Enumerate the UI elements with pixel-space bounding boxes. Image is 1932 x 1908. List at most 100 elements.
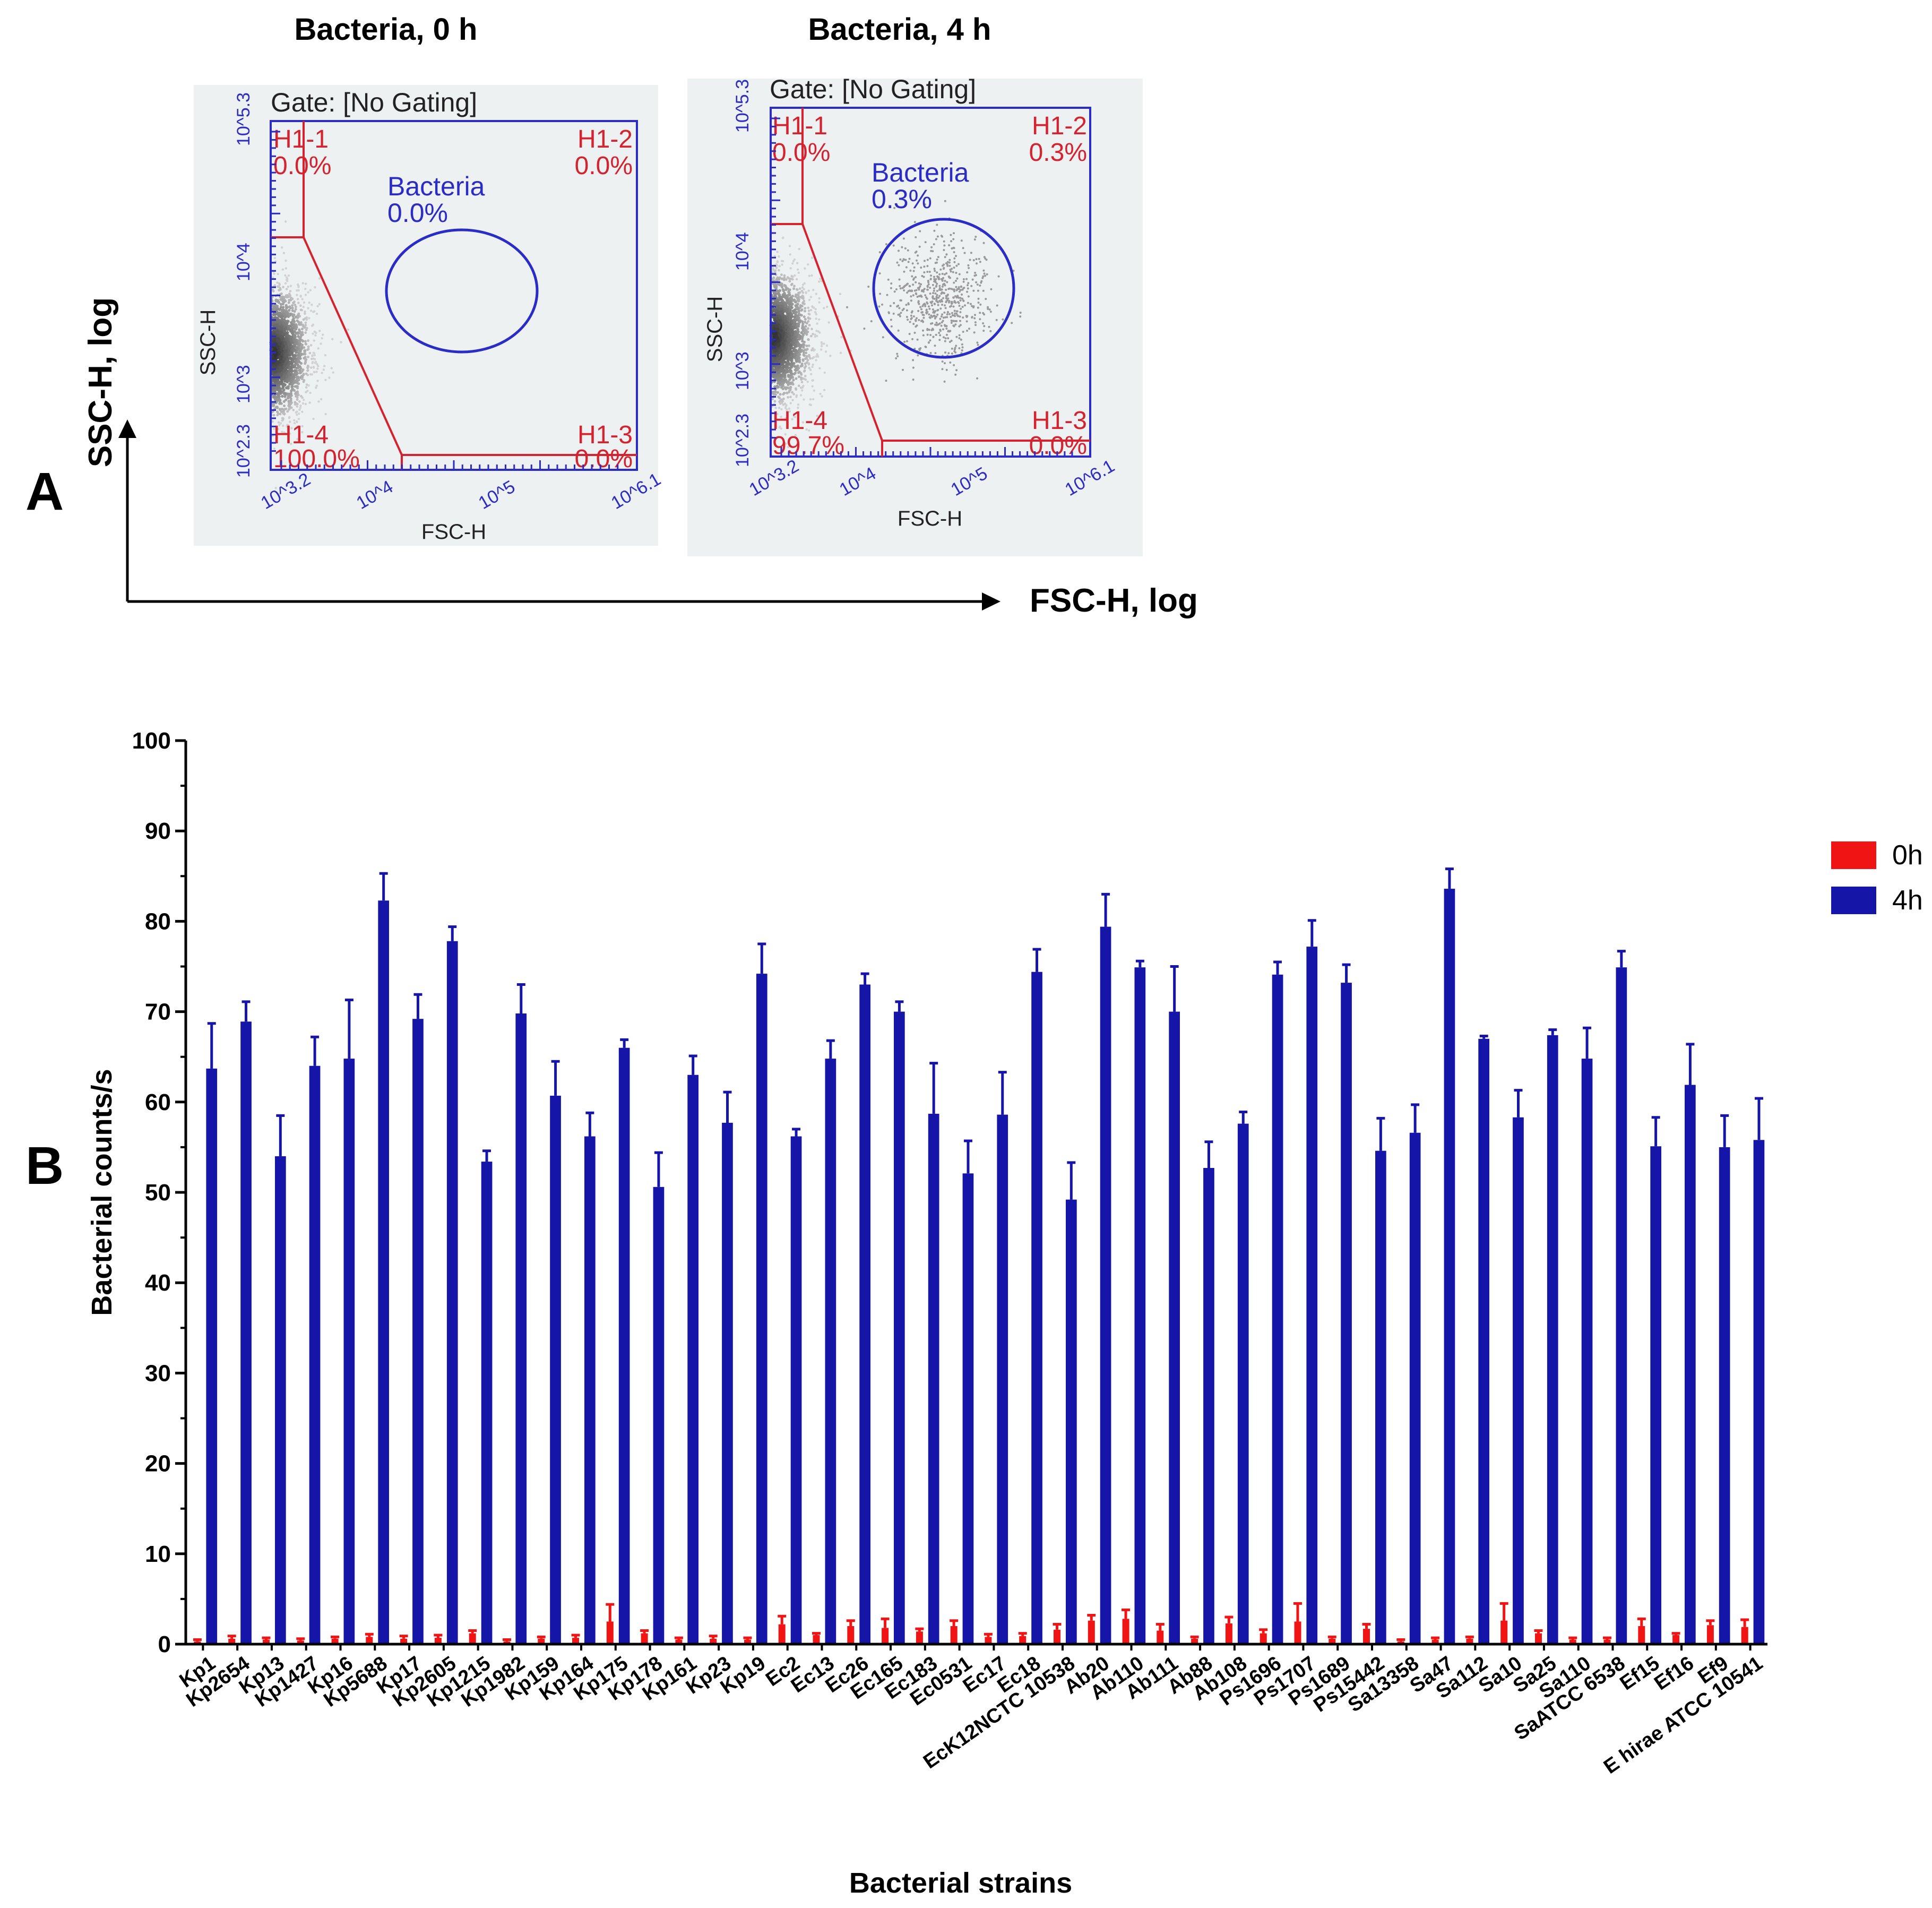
bar-4h (1513, 1117, 1524, 1644)
density-event (301, 431, 304, 434)
density-event (791, 391, 794, 394)
bacteria-event (950, 270, 952, 273)
bacteria-event (936, 309, 939, 312)
bacteria-event (956, 288, 959, 290)
density-event (297, 283, 299, 286)
density-event (303, 399, 305, 401)
bacteria-event (908, 289, 911, 292)
bacteria-event (918, 286, 921, 289)
density-event (293, 325, 296, 329)
density-event (298, 328, 301, 331)
density-event (774, 269, 777, 272)
bacteria-event (962, 331, 964, 333)
density-event (305, 372, 308, 375)
density-event (810, 274, 813, 277)
bacteria-event (933, 287, 936, 290)
density-event (818, 301, 821, 304)
bacteria-event (887, 278, 890, 281)
bacteria-event (935, 299, 937, 302)
bacteria-event (889, 305, 892, 307)
density-event (773, 368, 777, 372)
density-event (793, 285, 796, 288)
y-axis-title: Bacterial counts/s (86, 1069, 118, 1316)
bar-4h (1719, 1147, 1730, 1644)
bacteria-event (951, 268, 953, 270)
bacteria-event (945, 253, 948, 256)
bacteria-event (934, 270, 936, 272)
bacteria-event (946, 294, 949, 296)
density-event (298, 340, 301, 343)
density-event (793, 258, 796, 261)
density-event (296, 289, 298, 292)
density-event (298, 371, 302, 375)
density-event (316, 367, 319, 370)
density-event (800, 337, 804, 340)
density-event (282, 400, 286, 403)
density-event (815, 359, 817, 362)
bacteria-event (959, 324, 962, 326)
density-event (317, 400, 320, 403)
bacteria-event (956, 314, 959, 316)
density-event (306, 390, 309, 392)
density-event (316, 305, 319, 307)
bacteria-event (903, 285, 905, 288)
bacteria-event (996, 304, 998, 307)
density-event (287, 424, 290, 427)
bacteria-event (928, 329, 930, 331)
density-event (808, 403, 811, 406)
density-event (301, 425, 304, 428)
bacteria-event (955, 272, 958, 274)
bacteria-event (934, 315, 937, 318)
bacteria-event (921, 313, 924, 316)
bacteria-event (986, 273, 988, 276)
density-event (791, 299, 795, 302)
density-event (818, 280, 821, 283)
density-event (307, 365, 310, 368)
legend-label-0h: 0h (1892, 840, 1923, 871)
density-event (778, 255, 780, 258)
bacteria-event (935, 238, 937, 240)
density-event (301, 410, 304, 413)
bar-0h (1741, 1627, 1748, 1644)
density-event (839, 293, 842, 295)
bacteria-event (901, 287, 904, 289)
bacteria-event (929, 316, 932, 319)
bacteria-event (955, 369, 958, 372)
density-event (797, 375, 800, 379)
density-event (316, 380, 319, 382)
density-event (806, 381, 809, 383)
bacteria-event (948, 300, 951, 302)
density-event (273, 284, 277, 287)
bacteria-event (910, 299, 912, 302)
bacteria-event (944, 340, 946, 342)
bacteria-event (931, 300, 934, 303)
bar-0h (1535, 1633, 1542, 1644)
density-event (781, 295, 785, 298)
density-event (793, 343, 797, 347)
legend-swatch-4h (1831, 887, 1876, 914)
bacteria-event (931, 304, 933, 307)
bacteria-event (958, 325, 961, 328)
density-event (282, 332, 286, 336)
density-event (290, 427, 293, 429)
density-event (778, 315, 782, 319)
bacteria-event (890, 282, 893, 285)
bar-4h (1169, 1011, 1180, 1644)
density-event (812, 332, 814, 336)
bacteria-event (936, 271, 938, 274)
bacteria-event (944, 256, 946, 259)
bacteria-event-cloud (846, 200, 1022, 383)
bacteria-event (846, 306, 848, 308)
bacteria-gate-name: Bacteria (872, 158, 969, 187)
bacteria-event (964, 304, 966, 307)
density-event (291, 304, 294, 307)
density-event (776, 276, 779, 279)
y-axis-name: SSC-H (703, 296, 727, 362)
density-event (287, 327, 291, 331)
density-event (812, 288, 815, 291)
density-event (775, 384, 779, 388)
density-event (296, 392, 299, 394)
bacteria-event (985, 298, 987, 300)
density-event (804, 366, 806, 369)
bacteria-event (903, 289, 905, 291)
